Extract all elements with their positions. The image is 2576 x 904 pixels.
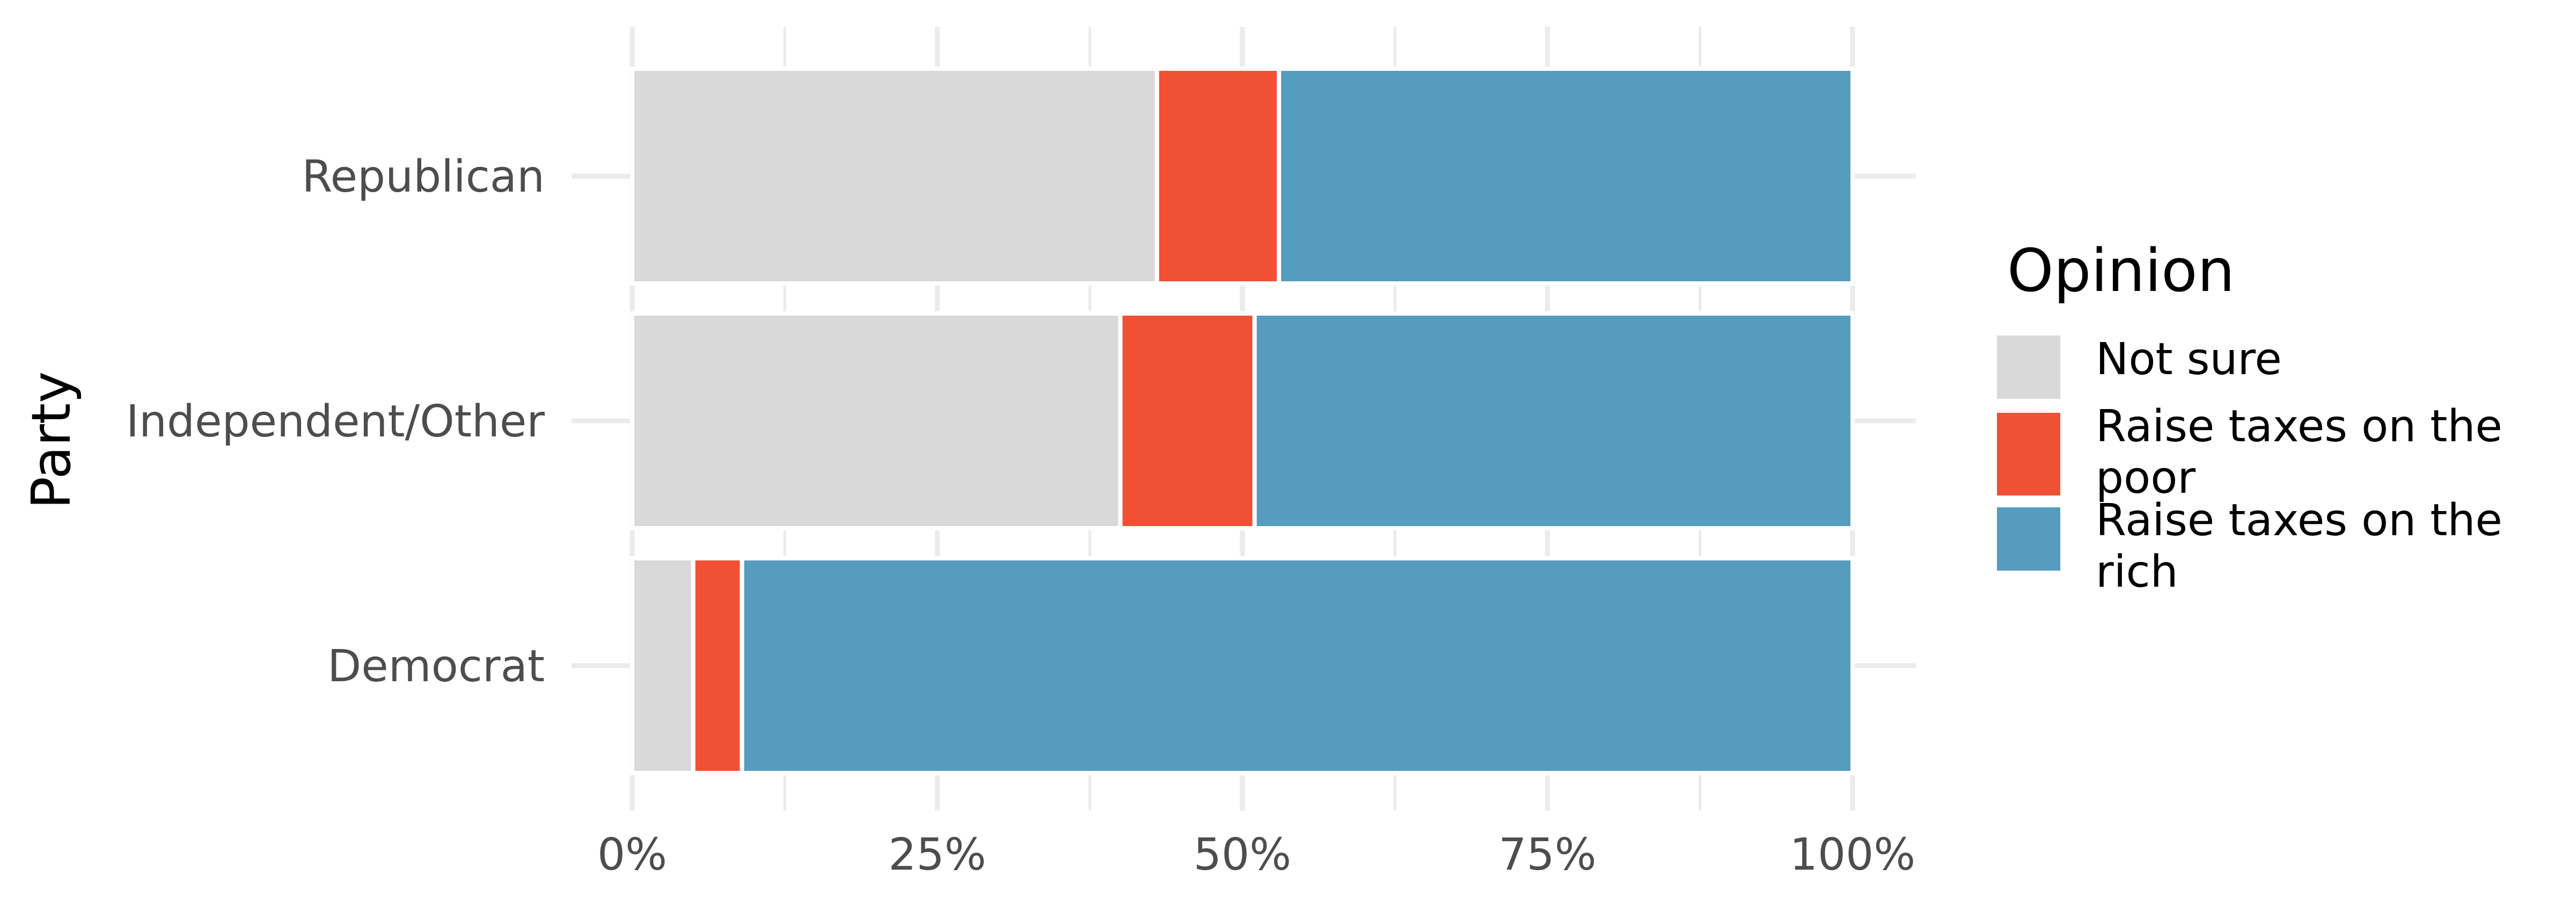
bar-segment [740,556,1855,775]
legend-key-swatch [1994,504,2063,574]
y-tick-label: Republican [302,151,545,202]
legend-key-swatch [1994,332,2063,402]
bar-segment [1277,67,1855,286]
bar-segment [630,556,696,775]
x-tick-label: 75% [1498,829,1596,880]
y-tick-label: Independent/Other [126,396,545,447]
bar-segment [630,67,1159,286]
y-tick-label: Democrat [327,641,545,692]
bar-segment [691,556,744,775]
legend: Opinion Not sure Raise taxes on thepoorRa… [1994,236,2502,597]
bar-segment [630,311,1123,530]
bar-segment [1252,311,1855,530]
legend-label: poor [2096,453,2196,504]
bar-segment [1118,311,1257,530]
axis-layer: Party Republican Independent/Other Democra… [20,151,1915,880]
x-tick-label: 100% [1790,829,1915,880]
legend-label: rich [2096,546,2178,597]
legend-label: Raise taxes on the [2096,495,2502,546]
y-axis-title: Party [20,371,83,509]
legend-title: Opinion [2007,236,2235,305]
legend-key-swatch [1994,410,2063,499]
x-tick-label: 0% [597,829,667,880]
x-tick-label: 25% [888,829,986,880]
bar-segment [1154,67,1282,286]
x-tick-label: 50% [1194,829,1291,880]
legend-label: Raise taxes on the [2096,401,2502,452]
bars-layer [630,67,1855,775]
legend-label: Not sure [2096,334,2282,385]
